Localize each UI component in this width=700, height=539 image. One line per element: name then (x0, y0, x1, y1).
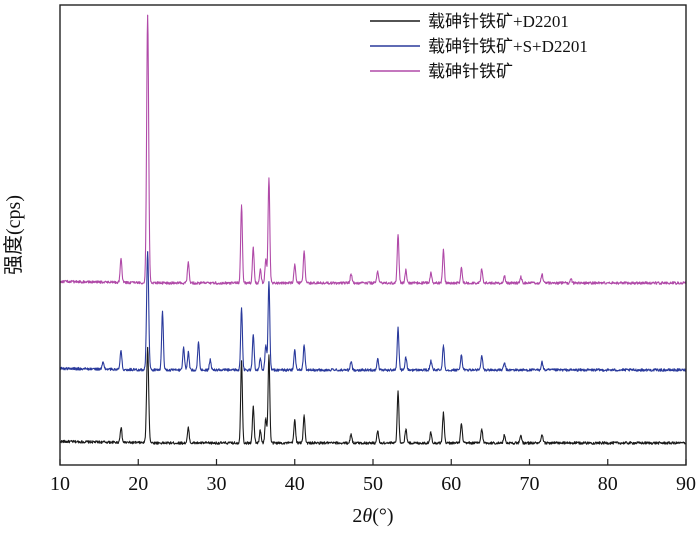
peak-point (265, 344, 267, 346)
x-tick-label: 90 (676, 473, 696, 495)
peak-point (187, 351, 189, 353)
peak-point (460, 423, 463, 425)
x-axis-title: 2θ(°) (352, 505, 393, 527)
x-tick-label: 40 (285, 473, 305, 495)
x-tick-label: 20 (128, 473, 148, 495)
peak-point (303, 250, 305, 252)
peak-point (147, 251, 149, 253)
peak-point (570, 278, 572, 280)
peak-point (442, 412, 445, 414)
peak-point (147, 347, 149, 349)
peak-point (252, 406, 254, 408)
y-axis-title: 强度(cps) (2, 195, 25, 275)
peak-point (268, 281, 270, 283)
peak-point (120, 427, 122, 429)
peak-point (377, 270, 379, 272)
peak-point (541, 273, 543, 275)
x-tick-label: 10 (50, 473, 70, 495)
peak-point (520, 276, 522, 278)
peak-point (102, 362, 104, 364)
x-tick-label: 60 (441, 473, 461, 495)
peak-point (350, 433, 352, 435)
peak-point (481, 428, 483, 430)
peak-point (265, 258, 267, 260)
x-axis-ticks: 10 20 30 40 50 60 70 80 90 (50, 459, 696, 495)
peak-point (377, 358, 379, 360)
peak-point (503, 362, 506, 364)
peak-point (120, 258, 122, 260)
peak-point (147, 15, 149, 17)
peak-point (259, 357, 261, 359)
peak-point (397, 234, 399, 236)
peak-point (405, 269, 407, 271)
legend-label-3: 载砷针铁矿 (428, 62, 513, 81)
peak-point (397, 390, 399, 392)
peak-point (520, 435, 522, 437)
peak-point (268, 177, 270, 179)
peak-point (294, 419, 296, 421)
peak-point (405, 428, 407, 430)
peak-point (430, 272, 432, 274)
peak-point (397, 327, 399, 329)
series-line-1 (59, 346, 687, 445)
peak-point (481, 268, 483, 270)
peak-point (303, 414, 305, 416)
peak-point (252, 247, 254, 249)
peak-point (265, 417, 267, 419)
peak-point (405, 356, 407, 358)
x-tick-label: 70 (520, 473, 540, 495)
legend: 载砷针铁矿+D2201 载砷针铁矿+S+D2201 载砷针铁矿 (370, 12, 588, 81)
peak-point (541, 434, 543, 436)
series-curves (59, 14, 687, 445)
peak-point (430, 360, 432, 362)
peak-point (259, 269, 261, 271)
peak-point (442, 249, 445, 251)
plot-frame (59, 4, 687, 466)
peak-point (187, 427, 189, 429)
peak-point (197, 341, 200, 343)
peak-point (183, 346, 185, 348)
peak-point (481, 355, 483, 357)
peak-point (161, 311, 164, 313)
x-tick-label: 50 (363, 473, 383, 495)
peak-point (252, 334, 254, 336)
legend-label-2: 载砷针铁矿+S+D2201 (428, 37, 588, 56)
peak-point (294, 349, 296, 351)
peak-point (240, 360, 243, 362)
peak-point (460, 354, 463, 356)
peak-point (259, 429, 261, 431)
peak-point (442, 344, 445, 346)
peak-point (430, 431, 432, 433)
peak-point (187, 261, 189, 263)
legend-label-1: 载砷针铁矿+D2201 (428, 12, 569, 31)
peak-point (350, 273, 352, 275)
peak-point (294, 263, 296, 265)
peak-point (377, 430, 379, 432)
x-tick-label: 30 (207, 473, 227, 495)
peak-point (503, 275, 506, 277)
peak-point (541, 361, 543, 363)
peak-point (503, 434, 506, 436)
peak-point (209, 359, 211, 361)
series-line-2 (59, 251, 687, 372)
peak-point (460, 267, 463, 269)
peak-point (303, 344, 305, 346)
peak-point (350, 361, 352, 363)
peak-point (240, 307, 243, 309)
peak-point (240, 204, 243, 206)
peak-point (268, 354, 270, 356)
series-line-3 (59, 14, 687, 285)
peak-point (120, 350, 122, 352)
x-tick-label: 80 (598, 473, 618, 495)
